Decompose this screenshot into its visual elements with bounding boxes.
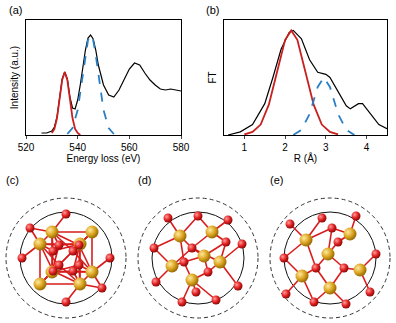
svg-text:(e): (e) (270, 174, 283, 186)
svg-text:FT: FT (207, 71, 218, 83)
svg-text:540: 540 (69, 142, 86, 153)
svg-text:Energy loss (eV): Energy loss (eV) (67, 153, 141, 164)
svg-text:(c): (c) (6, 174, 19, 186)
svg-text:(a): (a) (9, 4, 22, 16)
svg-text:4: 4 (364, 142, 370, 153)
svg-text:(b): (b) (206, 4, 219, 16)
svg-text:560: 560 (121, 142, 138, 153)
svg-text:R (Å): R (Å) (294, 152, 317, 164)
svg-text:580: 580 (173, 142, 190, 153)
svg-text:(d): (d) (138, 174, 151, 186)
svg-text:Intensity (a.u.): Intensity (a.u.) (9, 46, 20, 109)
svg-text:3: 3 (323, 142, 329, 153)
svg-text:2: 2 (282, 142, 288, 153)
svg-text:520: 520 (18, 142, 35, 153)
svg-text:1: 1 (242, 142, 248, 153)
